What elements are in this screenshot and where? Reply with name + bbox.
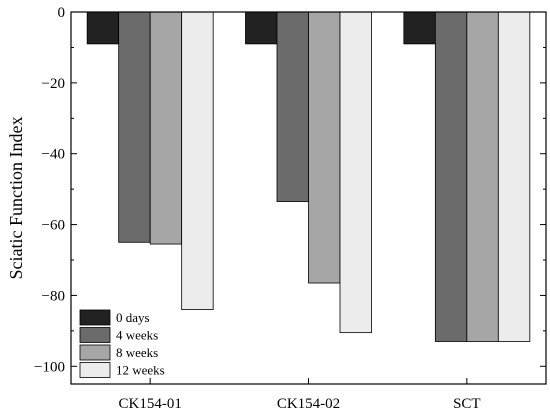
bar-ck154-02-12-weeks (339, 11, 372, 334)
x-axis: CK154-01 CK154-02 SCT (118, 378, 481, 412)
y-axis-title: Sciatic Function Index (6, 117, 26, 280)
bar-ck154-02-8-weeks (308, 11, 341, 284)
bar-ck154-01-12-weeks (181, 11, 214, 311)
x-tick-label: CK154-01 (118, 396, 181, 412)
legend-label: 12 weeks (116, 363, 165, 378)
bars-group (86, 11, 531, 342)
legend-swatch (79, 344, 111, 361)
bar-ck154-01-8-weeks (149, 11, 183, 245)
legend-label: 8 weeks (116, 345, 158, 360)
legend-swatch (79, 362, 111, 378)
legend-swatch (79, 327, 111, 343)
bar-sct-0-days (403, 11, 436, 45)
legend-label: 4 weeks (116, 328, 158, 343)
y-tick-label: −80 (42, 288, 65, 304)
y-axis: 0 −20 −40 −60 −80 −100 (34, 5, 546, 375)
x-tick-label: CK154-02 (277, 396, 340, 412)
y-tick-label: −40 (42, 147, 65, 163)
y-tick-label: −100 (34, 359, 65, 375)
bar-sct-8-weeks (466, 11, 499, 342)
y-tick-label: −60 (42, 218, 65, 234)
legend-swatch (79, 309, 111, 326)
bar-ck154-02-4-weeks (276, 11, 309, 202)
bar-ck154-01-0-days (86, 11, 120, 45)
y-tick-label: 0 (58, 5, 66, 21)
bar-sct-4-weeks (434, 11, 468, 342)
legend: 0 days 4 weeks 8 weeks 12 weeks (79, 309, 165, 378)
bar-sct-12-weeks (497, 11, 531, 342)
bar-ck154-02-0-days (245, 11, 278, 45)
x-tick-label: SCT (453, 396, 481, 412)
legend-label: 0 days (116, 310, 150, 325)
y-tick-label: −20 (42, 76, 65, 92)
bar-ck154-01-4-weeks (118, 11, 151, 243)
